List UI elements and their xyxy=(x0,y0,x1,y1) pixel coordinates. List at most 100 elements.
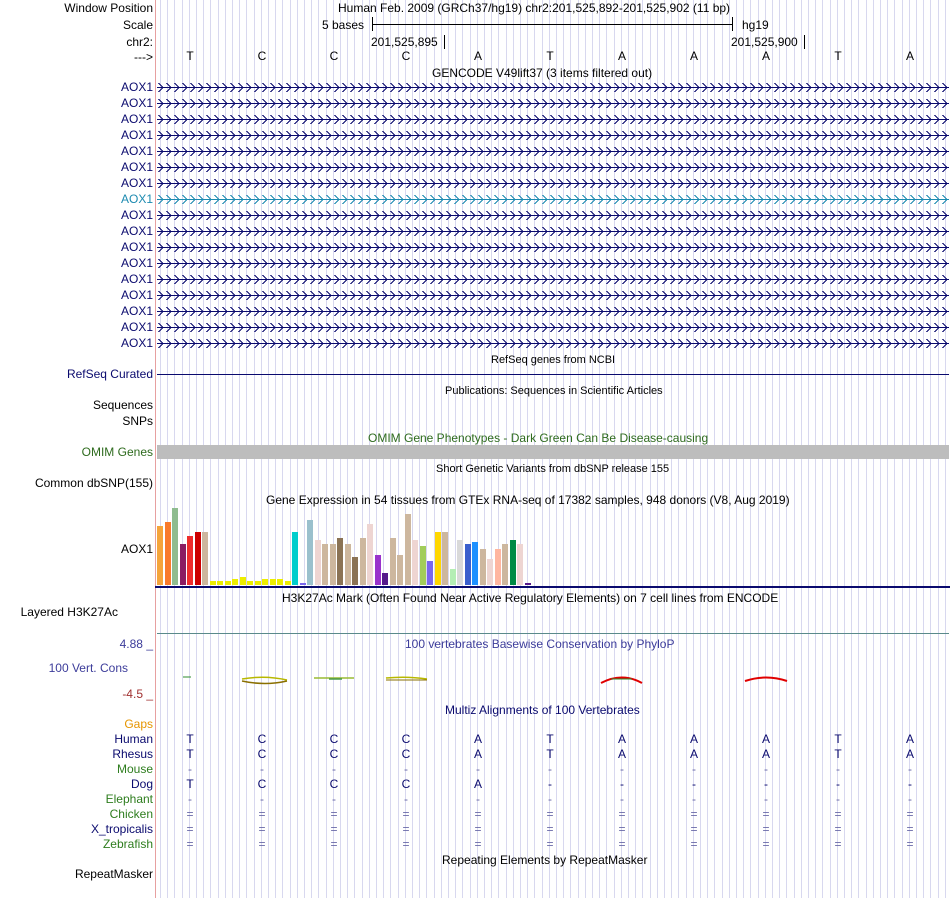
gencode-track-title[interactable]: GENCODE V49lift37 (3 items filtered out) xyxy=(432,66,653,80)
gtex-bar-chart[interactable] xyxy=(157,508,533,585)
gencode-gene-label[interactable]: AOX1 xyxy=(120,112,153,126)
gtex-tissue-bar[interactable] xyxy=(359,538,366,585)
gencode-gene-feature[interactable] xyxy=(157,259,949,268)
multiz-species-label[interactable]: Elephant xyxy=(105,792,153,806)
gtex-tissue-bar[interactable] xyxy=(442,532,448,585)
omim-genes-label[interactable]: OMIM Genes xyxy=(81,445,153,459)
gtex-tissue-bar[interactable] xyxy=(307,520,313,585)
refseq-gene-line[interactable] xyxy=(157,374,949,375)
gencode-gene-label[interactable]: AOX1 xyxy=(120,192,153,206)
gencode-gene-feature[interactable] xyxy=(157,227,949,236)
omim-gene-bar[interactable] xyxy=(157,445,949,459)
gencode-gene-label[interactable]: AOX1 xyxy=(120,240,153,254)
gtex-tissue-bar[interactable] xyxy=(344,544,351,585)
gencode-gene-feature[interactable] xyxy=(157,115,949,124)
gtex-tissue-bar[interactable] xyxy=(277,579,283,585)
gtex-tissue-bar[interactable] xyxy=(269,579,276,585)
gencode-gene-feature[interactable] xyxy=(157,179,949,188)
gtex-tissue-bar[interactable] xyxy=(524,583,531,585)
gencode-gene-feature[interactable] xyxy=(157,339,949,348)
gencode-gene-label[interactable]: AOX1 xyxy=(120,320,153,334)
gencode-gene-label[interactable]: AOX1 xyxy=(120,224,153,238)
multiz-species-label[interactable]: Chicken xyxy=(109,807,153,821)
gtex-tissue-bar[interactable] xyxy=(457,540,463,585)
gencode-gene-label[interactable]: AOX1 xyxy=(120,288,153,302)
gtex-tissue-bar[interactable] xyxy=(322,544,328,585)
multiz-species-label[interactable]: Rhesus xyxy=(112,747,153,761)
gencode-gene-feature[interactable] xyxy=(157,307,949,316)
refseq-track-title[interactable]: RefSeq genes from NCBI xyxy=(491,354,616,366)
gtex-tissue-bar[interactable] xyxy=(352,557,358,585)
gtex-tissue-bar[interactable] xyxy=(382,573,388,585)
gencode-gene-feature[interactable] xyxy=(157,243,949,252)
gencode-gene-label[interactable]: AOX1 xyxy=(120,176,153,190)
gencode-gene-feature[interactable] xyxy=(157,195,949,204)
gencode-gene-feature[interactable] xyxy=(157,211,949,220)
gencode-gene-label[interactable]: AOX1 xyxy=(120,128,153,142)
gencode-gene-feature[interactable] xyxy=(157,275,949,284)
phylop-signal[interactable] xyxy=(157,670,949,690)
multiz-species-label[interactable]: Human xyxy=(114,732,153,746)
multiz-species-label[interactable]: Dog xyxy=(130,777,153,791)
gtex-tissue-bar[interactable] xyxy=(194,532,201,585)
publications-sequences-label[interactable]: Sequences xyxy=(92,398,153,412)
dbsnp-track-title[interactable]: Short Genetic Variants from dbSNP releas… xyxy=(436,463,670,475)
gtex-tissue-bar[interactable] xyxy=(217,581,223,585)
gtex-tissue-bar[interactable] xyxy=(172,508,178,585)
gtex-tissue-bar[interactable] xyxy=(202,532,208,585)
gtex-tissue-bar[interactable] xyxy=(314,540,321,585)
gtex-tissue-bar[interactable] xyxy=(509,540,516,585)
gencode-gene-feature[interactable] xyxy=(157,163,949,172)
gtex-tissue-bar[interactable] xyxy=(464,544,471,585)
phylop-label[interactable]: 100 Vert. Cons xyxy=(48,661,128,675)
gtex-tissue-bar[interactable] xyxy=(247,581,253,585)
gtex-tissue-bar[interactable] xyxy=(337,538,343,585)
multiz-gaps-label[interactable]: Gaps xyxy=(124,717,153,731)
gtex-tissue-bar[interactable] xyxy=(232,579,238,585)
repeatmasker-label[interactable]: RepeatMasker xyxy=(74,867,153,881)
gencode-gene-feature[interactable] xyxy=(157,147,949,156)
gencode-gene-label[interactable]: AOX1 xyxy=(120,80,153,94)
gtex-tissue-bar[interactable] xyxy=(179,544,186,585)
repeatmasker-track-title[interactable]: Repeating Elements by RepeatMasker xyxy=(442,853,648,867)
phylop-track-title[interactable]: 100 vertebrates Basewise Conservation by… xyxy=(405,637,675,651)
gtex-tissue-bar[interactable] xyxy=(397,555,403,585)
gtex-tissue-bar[interactable] xyxy=(262,579,268,585)
gtex-tissue-bar[interactable] xyxy=(517,544,523,585)
gtex-tissue-bar[interactable] xyxy=(427,561,433,585)
multiz-species-label[interactable]: X_tropicalis xyxy=(90,822,153,836)
gtex-tissue-bar[interactable] xyxy=(292,532,298,585)
gencode-gene-label[interactable]: AOX1 xyxy=(120,256,153,270)
gencode-gene-feature[interactable] xyxy=(157,83,949,92)
gencode-gene-feature[interactable] xyxy=(157,131,949,140)
gtex-tissue-bar[interactable] xyxy=(389,538,396,585)
gtex-track-title[interactable]: Gene Expression in 54 tissues from GTEx … xyxy=(266,493,790,507)
gtex-tissue-bar[interactable] xyxy=(329,544,336,585)
gencode-gene-label[interactable]: AOX1 xyxy=(120,304,153,318)
gtex-tissue-bar[interactable] xyxy=(479,549,486,585)
h3k27ac-label[interactable]: Layered H3K27Ac xyxy=(20,605,118,619)
gtex-tissue-bar[interactable] xyxy=(239,577,246,585)
publications-track-title[interactable]: Publications: Sequences in Scientific Ar… xyxy=(445,385,663,397)
gencode-gene-label[interactable]: AOX1 xyxy=(120,208,153,222)
multiz-species-label[interactable]: Mouse xyxy=(116,762,153,776)
gtex-tissue-bar[interactable] xyxy=(374,555,381,585)
h3k27ac-track-title[interactable]: H3K27Ac Mark (Often Found Near Active Re… xyxy=(282,591,779,605)
gencode-gene-feature[interactable] xyxy=(157,291,949,300)
multiz-track-title[interactable]: Multiz Alignments of 100 Vertebrates xyxy=(445,703,640,717)
gtex-tissue-bar[interactable] xyxy=(284,581,291,585)
gtex-tissue-bar[interactable] xyxy=(209,581,216,585)
gtex-tissue-bar[interactable] xyxy=(187,536,193,585)
gencode-gene-label[interactable]: AOX1 xyxy=(120,96,153,110)
gtex-tissue-bar[interactable] xyxy=(494,549,501,585)
gtex-tissue-bar[interactable] xyxy=(472,542,478,585)
gtex-gene-label[interactable]: AOX1 xyxy=(120,542,153,556)
omim-track-title[interactable]: OMIM Gene Phenotypes - Dark Green Can Be… xyxy=(368,431,709,445)
gtex-tissue-bar[interactable] xyxy=(254,581,261,585)
gtex-tissue-bar[interactable] xyxy=(367,524,373,585)
gtex-tissue-bar[interactable] xyxy=(412,540,418,585)
gtex-tissue-bar[interactable] xyxy=(449,569,456,585)
gencode-gene-label[interactable]: AOX1 xyxy=(120,336,153,350)
gtex-tissue-bar[interactable] xyxy=(404,514,411,585)
